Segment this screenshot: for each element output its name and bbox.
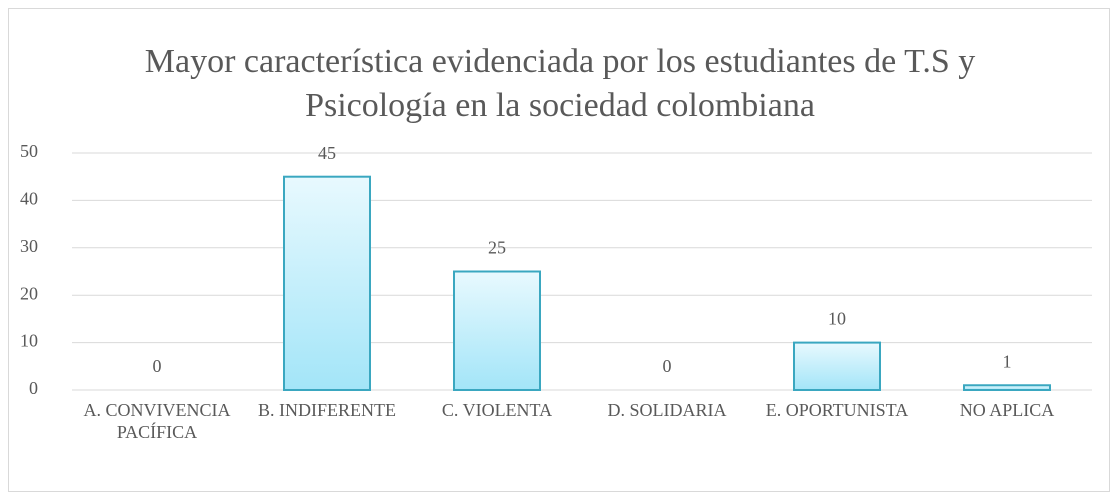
y-tick-label: 10: [20, 331, 38, 351]
y-tick-label: 20: [20, 283, 38, 303]
bar: [283, 175, 371, 391]
x-tick-label: E. OPORTUNISTA: [765, 400, 909, 420]
y-tick-label: 30: [20, 236, 38, 256]
chart-title: Mayor característica evidenciada por los…: [144, 43, 976, 124]
data-label: 10: [828, 309, 846, 329]
bar: [793, 341, 881, 392]
x-tick-label: A. CONVIVENCIA PACÍFICA: [83, 400, 231, 442]
chart-frame: [8, 8, 1110, 492]
x-tick-label: NO APLICA: [959, 400, 1055, 420]
x-tick-label: B. INDIFERENTE: [258, 400, 396, 420]
x-tick-label: C. VIOLENTA: [441, 400, 553, 420]
bar: [963, 384, 1051, 392]
y-tick-label: 0: [29, 378, 38, 398]
data-label: 0: [663, 356, 672, 376]
y-tick-label: 50: [20, 141, 38, 161]
data-label: 1: [1003, 351, 1012, 371]
data-label: 0: [153, 356, 162, 376]
x-tick-label: D. SOLIDARIA: [607, 400, 727, 420]
data-label: 45: [318, 143, 336, 163]
bar: [453, 270, 541, 391]
y-tick-label: 40: [20, 189, 38, 209]
data-label: 25: [488, 238, 506, 258]
